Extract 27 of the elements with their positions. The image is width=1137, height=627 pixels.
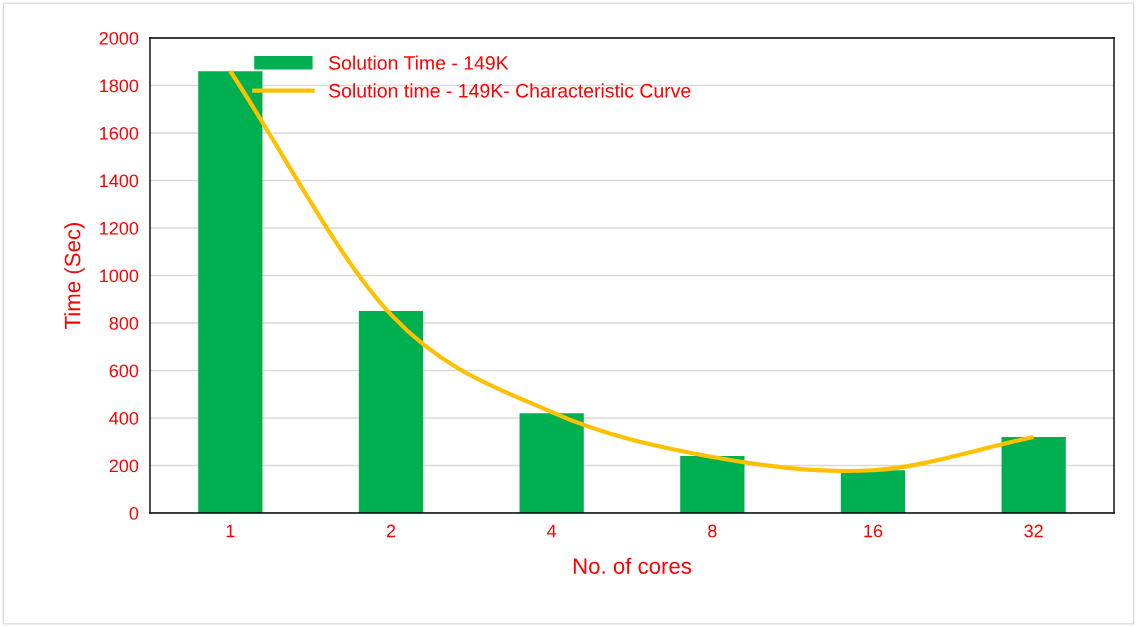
y-tick-label: 400 [109,411,139,425]
bar [680,456,745,513]
x-tick-label: 4 [547,524,557,538]
y-tick-label: 200 [109,459,139,473]
y-tick-label: 1800 [100,79,139,93]
y-tick-label: 600 [109,364,139,378]
legend-label: Solution Time - 149K [329,55,509,70]
bar [1001,437,1066,513]
x-tick-label: 16 [864,524,883,538]
y-tick-label: 1200 [100,221,139,235]
x-tick-label: 32 [1024,524,1043,538]
y-tick-label: 800 [109,316,139,330]
line-series [228,69,1036,474]
y-tick-label: 1600 [100,126,139,140]
x-axis-title: No. of cores [573,557,692,574]
y-tick-label: 1000 [100,269,139,283]
bar [358,311,424,513]
x-tick-label: 8 [708,524,717,538]
y-tick-label: 2000 [99,31,139,45]
x-tick-label: 2 [386,524,396,538]
y-axis-title: Time (Sec) [64,222,85,329]
x-tick-label: 1 [226,524,235,538]
y-tick-label: 1400 [100,174,139,188]
bar [519,413,584,513]
bar [840,470,906,513]
legend-label: Solution time - 149K- Characteristic Curve [329,83,691,98]
y-tick-label: 0 [129,506,139,520]
